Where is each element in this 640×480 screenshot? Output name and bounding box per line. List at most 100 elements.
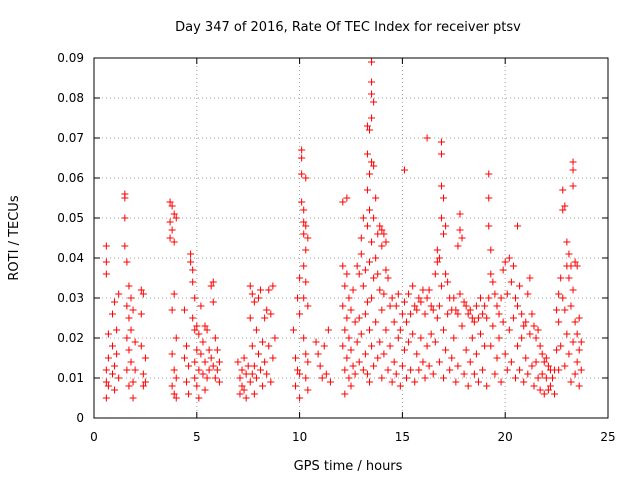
- data-point: [437, 150, 445, 158]
- data-point: [316, 362, 324, 370]
- data-point: [571, 258, 579, 266]
- data-point: [419, 358, 427, 366]
- data-point: [355, 358, 363, 366]
- data-point: [343, 354, 351, 362]
- y-tick-label: 0.05: [57, 211, 84, 225]
- data-point: [481, 342, 489, 350]
- data-point: [180, 306, 188, 314]
- data-point: [493, 354, 501, 362]
- data-point: [209, 298, 217, 306]
- data-point: [294, 294, 302, 302]
- data-point: [553, 306, 561, 314]
- data-point: [104, 382, 112, 390]
- data-point: [129, 306, 137, 314]
- data-point: [374, 354, 382, 362]
- data-point: [382, 326, 390, 334]
- data-point: [209, 278, 217, 286]
- data-point: [437, 138, 445, 146]
- data-point: [125, 346, 133, 354]
- data-point: [446, 366, 454, 374]
- data-point: [390, 358, 398, 366]
- data-point: [339, 302, 347, 310]
- data-point: [518, 334, 526, 342]
- data-point: [495, 310, 503, 318]
- data-point: [339, 262, 347, 270]
- data-point: [565, 274, 573, 282]
- data-point: [518, 310, 526, 318]
- data-point: [347, 306, 355, 314]
- data-point: [407, 366, 415, 374]
- data-point: [137, 342, 145, 350]
- data-point: [400, 298, 408, 306]
- data-point: [298, 146, 306, 154]
- data-point: [368, 114, 376, 122]
- data-point: [567, 302, 575, 310]
- x-tick-label: 10: [292, 430, 307, 444]
- data-point: [559, 206, 567, 214]
- data-point: [201, 358, 209, 366]
- data-point: [522, 354, 530, 362]
- data-point: [567, 262, 575, 270]
- data-point: [339, 342, 347, 350]
- data-point: [300, 262, 308, 270]
- data-point: [341, 366, 349, 374]
- data-point: [359, 282, 367, 290]
- data-point: [472, 302, 480, 310]
- data-point: [491, 290, 499, 298]
- data-point: [394, 334, 402, 342]
- data-point: [109, 342, 117, 350]
- data-point: [363, 186, 371, 194]
- data-point: [304, 358, 312, 366]
- data-point: [123, 258, 131, 266]
- data-point: [561, 306, 569, 314]
- data-point: [357, 330, 365, 338]
- data-point: [203, 326, 211, 334]
- data-point: [242, 370, 250, 378]
- data-point: [343, 270, 351, 278]
- data-point: [450, 294, 458, 302]
- data-point: [172, 394, 180, 402]
- data-point: [166, 198, 174, 206]
- data-point: [318, 374, 326, 382]
- data-point: [524, 290, 532, 298]
- data-point: [195, 366, 203, 374]
- data-point: [466, 306, 474, 314]
- data-point: [569, 158, 577, 166]
- data-point: [575, 346, 583, 354]
- data-point: [460, 298, 468, 306]
- data-point: [571, 318, 579, 326]
- y-axis-label: ROTI / TECUs: [7, 195, 22, 280]
- data-point: [485, 170, 493, 178]
- data-point: [213, 346, 221, 354]
- data-point: [168, 350, 176, 358]
- data-point: [357, 234, 365, 242]
- data-point: [573, 358, 581, 366]
- data-point: [477, 294, 485, 302]
- data-point: [440, 326, 448, 334]
- data-point: [505, 326, 513, 334]
- data-point: [168, 202, 176, 210]
- data-point: [483, 382, 491, 390]
- data-point: [456, 210, 464, 218]
- data-point: [417, 298, 425, 306]
- data-point: [304, 234, 312, 242]
- data-point: [413, 350, 421, 358]
- y-tick-label: 0.09: [57, 51, 84, 65]
- data-point: [368, 294, 376, 302]
- data-point: [405, 338, 413, 346]
- data-point: [263, 370, 271, 378]
- data-point: [415, 294, 423, 302]
- data-point: [357, 250, 365, 258]
- data-point: [343, 314, 351, 322]
- data-point: [300, 294, 308, 302]
- data-point: [458, 234, 466, 242]
- data-point: [366, 326, 374, 334]
- data-point: [442, 222, 450, 230]
- data-point: [538, 350, 546, 358]
- data-point: [536, 386, 544, 394]
- data-point: [425, 286, 433, 294]
- data-point: [472, 350, 480, 358]
- data-point: [425, 362, 433, 370]
- y-tick-label: 0.03: [57, 291, 84, 305]
- data-point: [411, 302, 419, 310]
